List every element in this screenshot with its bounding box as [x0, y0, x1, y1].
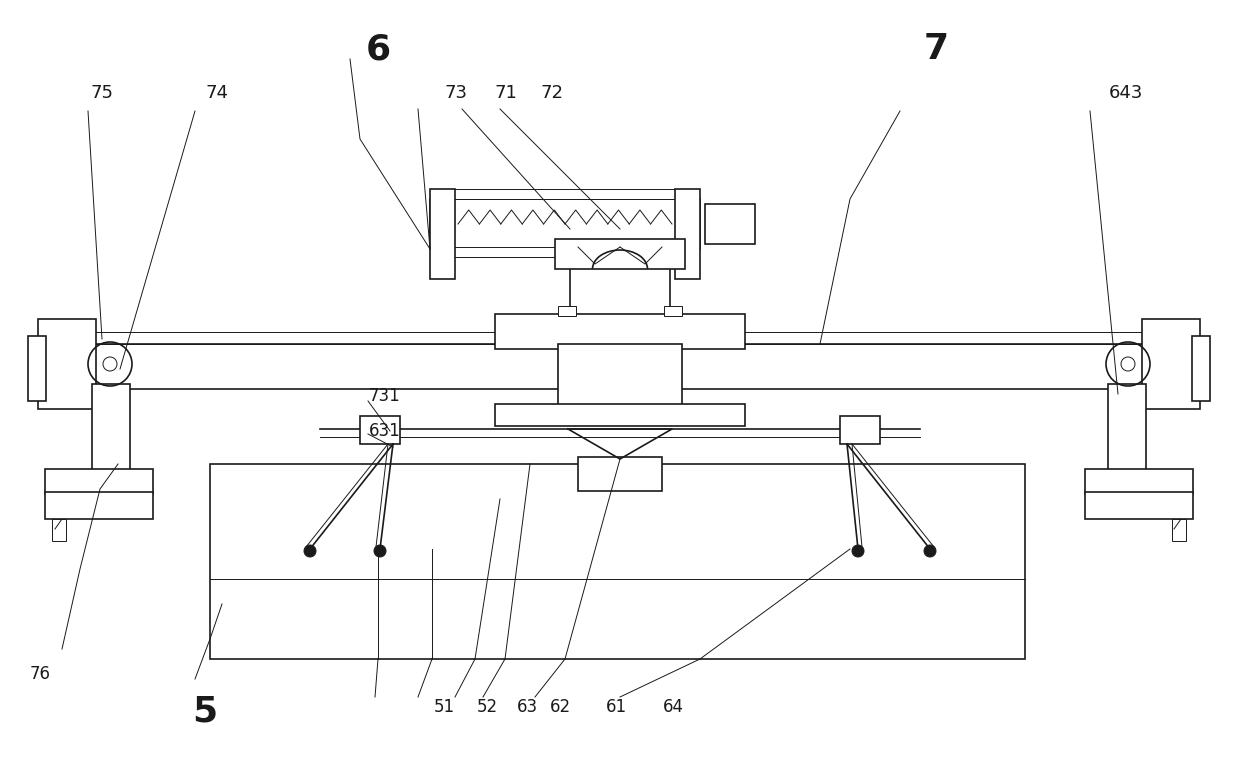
Circle shape [374, 545, 386, 557]
Text: 51: 51 [433, 698, 455, 716]
Bar [663, 306, 682, 316]
Bar [1192, 336, 1210, 401]
Text: 72: 72 [541, 83, 563, 102]
Text: 631: 631 [368, 422, 401, 440]
Bar [495, 314, 745, 349]
Bar [1172, 519, 1185, 541]
Bar [578, 457, 662, 491]
Bar [360, 416, 401, 444]
Text: 61: 61 [605, 698, 627, 716]
Bar [92, 384, 130, 479]
Bar [435, 247, 694, 257]
Bar [430, 189, 455, 279]
Text: 5: 5 [192, 695, 217, 729]
Bar [558, 306, 577, 316]
Circle shape [304, 545, 316, 557]
Bar [45, 492, 153, 519]
Bar [1085, 469, 1193, 494]
Bar [675, 189, 701, 279]
Bar [45, 469, 153, 494]
Bar [556, 239, 684, 269]
Text: 7: 7 [924, 33, 949, 66]
Text: 52: 52 [476, 698, 498, 716]
Text: 75: 75 [91, 83, 113, 102]
Bar [210, 464, 1025, 659]
Bar [1142, 319, 1200, 409]
Bar [1109, 384, 1146, 479]
Circle shape [852, 545, 864, 557]
Bar [52, 519, 66, 541]
Bar [558, 344, 682, 409]
Text: 71: 71 [495, 83, 517, 102]
Text: 76: 76 [30, 665, 50, 683]
Circle shape [924, 545, 936, 557]
Bar [430, 199, 701, 249]
Text: 64: 64 [663, 698, 683, 716]
Bar [38, 319, 95, 409]
Bar [435, 189, 694, 199]
Bar [706, 204, 755, 244]
Text: 6: 6 [366, 33, 391, 66]
Bar [38, 344, 1198, 389]
Text: 73: 73 [445, 83, 467, 102]
Text: 63: 63 [516, 698, 538, 716]
Text: 74: 74 [206, 83, 228, 102]
Bar [29, 336, 46, 401]
Text: 62: 62 [549, 698, 572, 716]
Bar [1085, 492, 1193, 519]
Bar [839, 416, 880, 444]
Bar [570, 249, 670, 319]
Text: 731: 731 [368, 387, 401, 405]
Text: 643: 643 [1109, 83, 1143, 102]
Bar [495, 404, 745, 426]
